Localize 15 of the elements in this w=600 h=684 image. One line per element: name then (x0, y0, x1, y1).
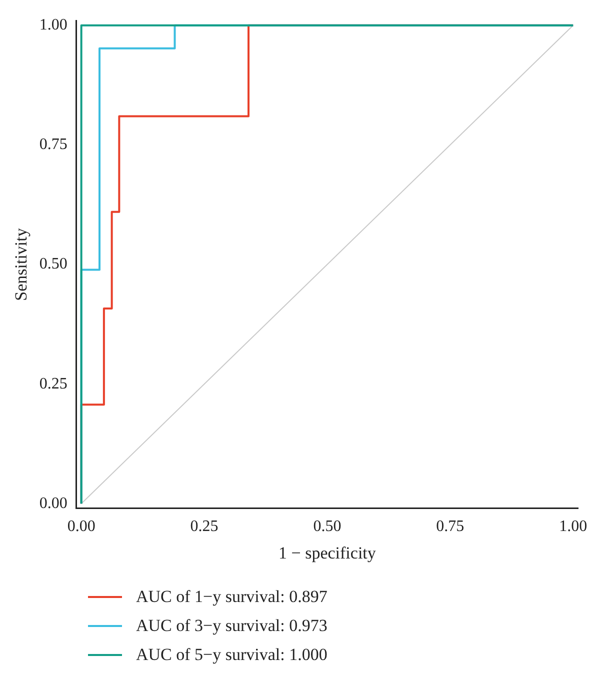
x-tick-label: 1.00 (559, 518, 588, 536)
x-tick-label: 0.75 (436, 518, 464, 536)
x-axis-title: 1 − specificity (278, 543, 376, 562)
y-tick-label: 0.00 (39, 494, 68, 512)
x-tick-label: 0.25 (190, 518, 218, 536)
y-tick-label: 1.00 (39, 16, 68, 34)
x-tick-label: 0.00 (67, 518, 96, 536)
legend-label: AUC of 5−y survival: 1.000 (136, 644, 328, 664)
legend-label: AUC of 1−y survival: 0.897 (136, 586, 328, 606)
y-tick-label: 0.50 (39, 256, 68, 273)
y-tick-label: 0.75 (39, 136, 68, 154)
legend-label: AUC of 3−y survival: 0.973 (136, 616, 328, 636)
y-tick-label: 0.25 (39, 375, 68, 392)
x-tick-label: 0.50 (313, 518, 342, 536)
y-axis-title: Sensitivity (12, 228, 31, 301)
